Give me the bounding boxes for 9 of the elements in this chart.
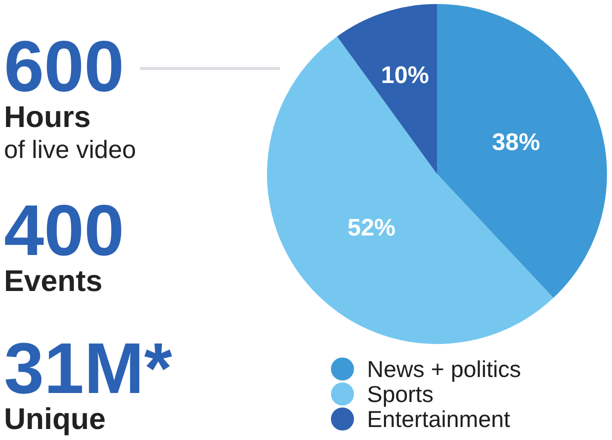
data-label: 38% [492, 129, 540, 156]
data-label: 52% [347, 214, 396, 242]
data-label: 10% [380, 62, 430, 89]
text: 400 Events [4, 191, 124, 300]
legend-label: Sports [366, 381, 434, 407]
legend-label: News + politics [366, 356, 522, 382]
text: 31M* Unique [4, 329, 172, 438]
legend-label: Entertainment [366, 406, 511, 432]
text: 600 Hours of live video [4, 27, 136, 164]
